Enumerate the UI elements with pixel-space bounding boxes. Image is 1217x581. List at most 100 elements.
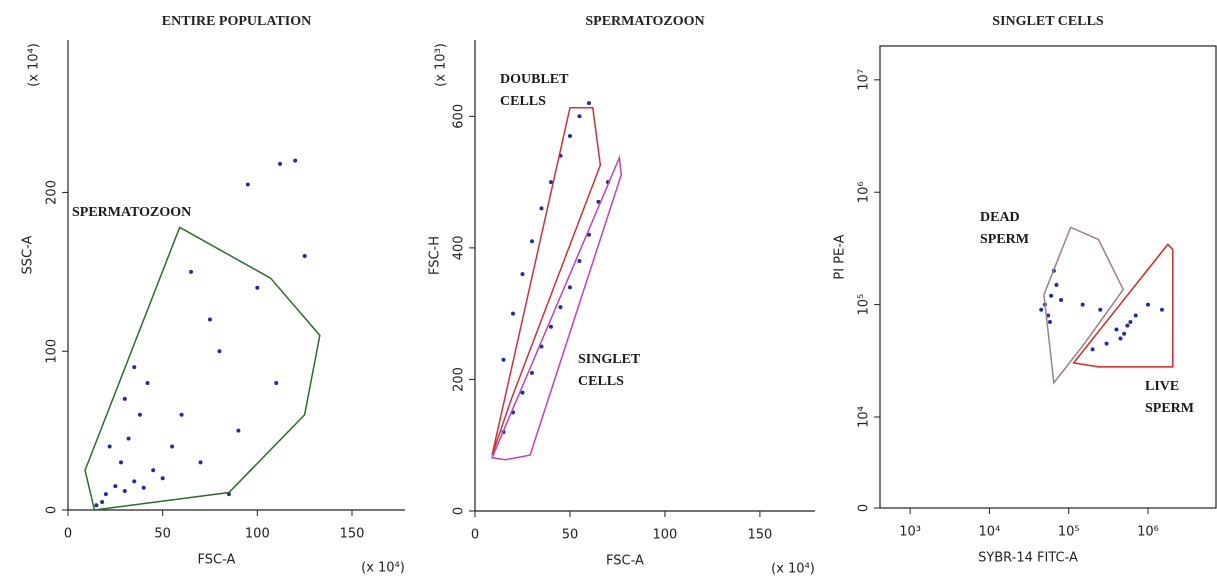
gate (1043, 226, 1125, 385)
gate (491, 154, 623, 461)
y-tick-label: 10⁵ (857, 294, 872, 316)
gate-label: CELLS (578, 374, 624, 389)
x-axis-label: FSC-A (198, 553, 236, 568)
x-axis-label: FSC-A (606, 554, 644, 569)
event-dot (126, 436, 131, 441)
event-dot (1049, 293, 1054, 298)
y-tick-label: 600 (452, 104, 467, 129)
y-tick-label: 10⁶ (857, 181, 872, 203)
y-tick-label: 400 (452, 235, 467, 260)
gate-label: DOUBLET (500, 72, 569, 87)
y-tick-label: 200 (452, 367, 467, 392)
x-tick-label: 150 (340, 527, 365, 542)
event-dot (278, 161, 283, 166)
x-unit: (x 10⁴) (771, 562, 815, 577)
event-dot (113, 484, 118, 489)
event-dot (1039, 307, 1044, 312)
y-tick-label: 10⁴ (857, 406, 872, 428)
event-dot (1104, 341, 1109, 346)
y-tick-label: 200 (45, 180, 60, 205)
event-dot (567, 285, 572, 290)
event-dot (179, 412, 184, 417)
event-dot (274, 380, 279, 385)
x-tick-label: 0 (471, 528, 479, 543)
event-dot (198, 460, 203, 465)
event-dot (548, 180, 553, 185)
gate-label: SPERM (980, 232, 1029, 247)
event-dot (207, 317, 212, 322)
y-tick-label: 0 (857, 504, 872, 512)
x-tick-label: 50 (562, 528, 579, 543)
y-tick-label: 0 (45, 506, 60, 514)
y-axis-label: PI PE-A (833, 234, 848, 279)
chart-title: ENTIRE POPULATION (162, 14, 311, 29)
x-tick-label: 10³ (899, 525, 921, 540)
x-unit: (x 10⁴) (361, 561, 405, 576)
event-dot (1090, 347, 1095, 352)
x-tick-label: 10⁴ (979, 525, 1001, 540)
event-dot (119, 460, 124, 465)
x-tick-label: 0 (64, 527, 72, 542)
gate (491, 107, 602, 456)
event-dot (245, 182, 250, 187)
event-dot (520, 272, 525, 277)
chart-title: SINGLET CELLS (992, 14, 1104, 29)
x-tick-label: 50 (154, 527, 171, 542)
y-axis-label: SSC-A (21, 235, 36, 274)
event-dot (189, 269, 194, 274)
y-unit: (x 10³) (434, 43, 449, 87)
gate-label: DEAD (980, 210, 1020, 225)
event-dot (1114, 327, 1119, 332)
gate (84, 226, 321, 511)
gate-label: SPERM (1145, 401, 1194, 416)
y-tick-label: 100 (45, 339, 60, 364)
event-dot (122, 488, 127, 493)
event-dot (558, 305, 563, 310)
plot-frame (879, 45, 1217, 509)
x-tick-label: 150 (748, 528, 773, 543)
x-tick-label: 10⁵ (1058, 525, 1080, 540)
event-dot (132, 479, 137, 484)
event-dot (1080, 302, 1085, 307)
event-dot (1128, 320, 1133, 325)
event-dot (293, 158, 298, 163)
event-dot (236, 428, 241, 433)
x-axis-label: SYBR-14 FITC-A (978, 551, 1078, 566)
x-tick-label: 10⁶ (1137, 525, 1159, 540)
gate-label: SPERMATOZOON (72, 205, 191, 220)
event-dot (586, 232, 591, 237)
gate-label: LIVE (1145, 379, 1179, 394)
event-dot (586, 101, 591, 106)
event-dot (1122, 331, 1127, 336)
event-dot (255, 285, 260, 290)
event-dot (1098, 307, 1103, 312)
event-dot (137, 412, 142, 417)
gate (1072, 243, 1174, 368)
event-dot (577, 114, 582, 119)
event-dot (1118, 336, 1123, 341)
event-dot (1125, 323, 1130, 328)
event-dot (302, 253, 307, 258)
event-dot (217, 349, 222, 354)
gate-label: CELLS (500, 94, 546, 109)
event-dot (510, 311, 515, 316)
event-dot (1159, 307, 1164, 312)
event-dot (529, 370, 534, 375)
event-dot (1133, 313, 1138, 318)
event-dot (1054, 282, 1059, 287)
event-dot (520, 390, 525, 395)
x-tick-label: 100 (245, 527, 270, 542)
event-dot (577, 259, 582, 264)
event-dot (94, 503, 99, 508)
y-unit: (x 10⁴) (27, 43, 42, 87)
event-dot (170, 444, 175, 449)
event-dot (548, 324, 553, 329)
event-dot (107, 444, 112, 449)
event-dot (1047, 320, 1052, 325)
event-dot (160, 476, 165, 481)
event-dot (501, 357, 506, 362)
event-dot (103, 492, 108, 497)
event-dot (1146, 302, 1151, 307)
axes (67, 40, 405, 511)
